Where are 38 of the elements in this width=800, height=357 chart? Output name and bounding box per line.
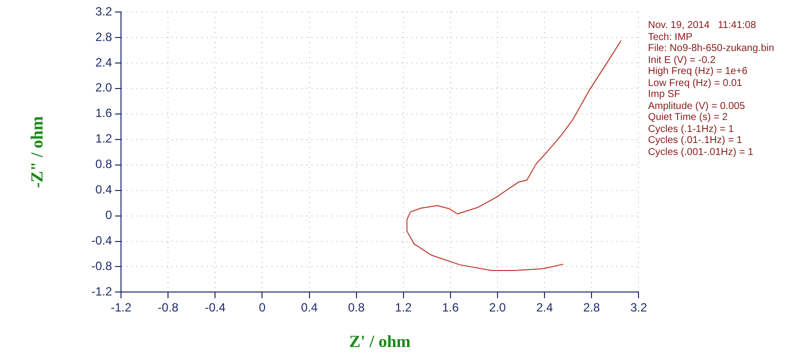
text: Init E (V) = -0.2 <box>648 54 717 66</box>
x-tick-label: 2.0 <box>489 300 506 315</box>
y-tick-label: 2.8 <box>95 30 112 44</box>
text: Amplitude (V) = 0.005 <box>648 100 746 112</box>
y-tick-label: -0.4 <box>91 234 112 248</box>
x-tick-label: 0.4 <box>300 300 318 315</box>
y-tick-label: 1.2 <box>95 132 112 146</box>
text: Quiet Time (s) = 2 <box>648 112 729 124</box>
y-axis-title: -Z" / ohm <box>28 116 47 188</box>
x-tick-label: 1.2 <box>395 300 412 315</box>
y-tick-label: 0.8 <box>95 157 112 172</box>
y-tick-label: 1.6 <box>95 106 112 120</box>
x-tick-label: 0 <box>258 300 266 315</box>
y-tick-label: -0.8 <box>91 259 112 274</box>
text: Cycles (.01-.1Hz) = 1 <box>648 135 744 146</box>
x-tick-label: -0.8 <box>158 300 179 315</box>
y-tick-label: 0.4 <box>95 182 112 197</box>
y-tick-label: 0 <box>105 208 112 222</box>
text: Cycles (.1-1Hz) = 1 <box>648 124 735 135</box>
text: Cycles (.001-.01Hz) = 1 <box>648 146 754 158</box>
x-axis-title: Z' / ohm <box>349 332 411 352</box>
y-tick-label: 2.4 <box>95 55 112 70</box>
text: Tech: IMP <box>648 32 694 43</box>
text: Low Freq (Hz) = 0.01 <box>648 78 744 89</box>
x-tick-label: 1.6 <box>442 300 460 315</box>
x-tick-label: -1.2 <box>110 300 132 315</box>
x-tick-label: 2.8 <box>583 300 600 315</box>
y-tick-label: 2.0 <box>95 80 112 95</box>
text: File: No9-8h-650-zukang.bin <box>648 43 774 54</box>
y-tick-label: -1.2 <box>91 284 112 299</box>
x-tick-label: -0.4 <box>204 300 226 315</box>
x-tick-label: 3.2 <box>630 300 648 315</box>
text: Imp SF <box>648 89 682 100</box>
text: Nov. 19, 2014 11:41:08 <box>648 20 758 32</box>
x-tick-label: 2.4 <box>536 300 554 315</box>
text: High Freq (Hz) = 1e+6 <box>648 66 748 78</box>
x-tick-label: 0.8 <box>348 300 366 315</box>
y-tick-label: 3.2 <box>95 4 112 18</box>
